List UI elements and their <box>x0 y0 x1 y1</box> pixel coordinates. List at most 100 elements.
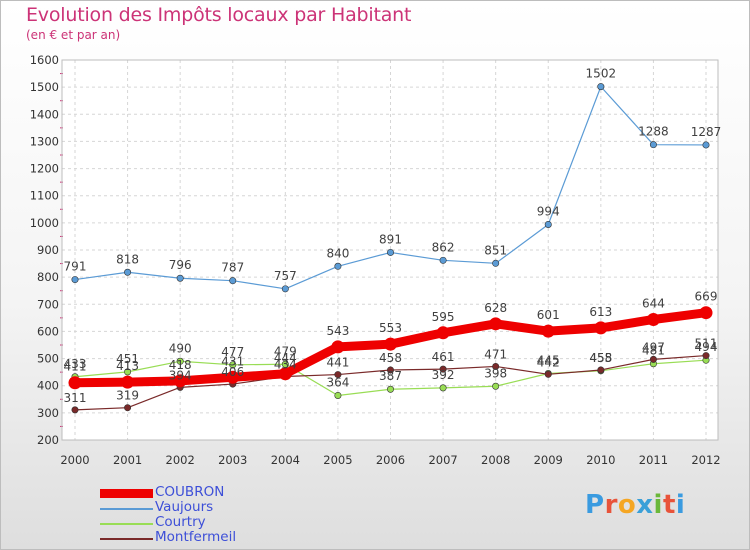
x-tick-label: 2011 <box>639 453 668 467</box>
data-labels: 791 818 796 787 757 840 891 862 851 994 1502 1288 12… <box>64 67 722 405</box>
data-point-coubron <box>121 375 135 389</box>
data-point-vaujours <box>597 83 605 91</box>
data-label-coubron: 628 <box>484 301 507 315</box>
data-point-vaujours <box>71 276 79 284</box>
data-label-montfermeil: 434 <box>274 357 297 371</box>
y-tick-label: 200 <box>37 433 59 447</box>
y-tick-label: 1200 <box>30 162 59 176</box>
series-lines <box>68 83 713 414</box>
x-tick-label: 2005 <box>323 453 352 467</box>
data-point-coubron <box>646 312 660 326</box>
data-point-coubron <box>594 321 608 335</box>
y-tick-label: 900 <box>37 243 59 257</box>
data-label-coubron: 543 <box>326 324 349 338</box>
data-label-coubron: 411 <box>64 360 87 374</box>
data-label-montfermeil: 406 <box>221 365 244 379</box>
data-label-courtry: 479 <box>274 344 297 358</box>
legend-label: COUBRON <box>155 484 225 500</box>
data-label-courtry: 398 <box>484 366 507 380</box>
data-point-courtry <box>124 368 132 376</box>
data-label-montfermeil: 471 <box>484 347 507 361</box>
data-point-vaujours <box>702 141 710 149</box>
data-label-vaujours: 787 <box>221 261 244 275</box>
data-label-coubron: 553 <box>379 321 402 335</box>
data-label-montfermeil: 441 <box>326 356 349 370</box>
data-point-vaujours <box>544 220 552 228</box>
y-tick-label: 1600 <box>30 53 59 67</box>
data-label-vaujours: 840 <box>326 246 349 260</box>
y-tick-label: 1000 <box>30 216 59 230</box>
legend-label: Vaujours <box>155 499 214 515</box>
data-point-montfermeil <box>597 366 605 374</box>
legend-swatch <box>100 538 153 540</box>
data-point-vaujours <box>439 256 447 264</box>
data-label-vaujours: 891 <box>379 232 402 246</box>
data-point-montfermeil <box>544 370 552 378</box>
x-tick-label: 2006 <box>376 453 405 467</box>
data-point-montfermeil <box>71 406 79 414</box>
data-label-courtry: 477 <box>221 345 244 359</box>
data-point-vaujours <box>386 248 394 256</box>
y-tick-label: 400 <box>37 379 59 393</box>
data-point-coubron <box>384 337 397 351</box>
chart-subtitle: (en € et par an) <box>26 28 121 42</box>
y-tick-label: 300 <box>37 406 59 420</box>
y-tick-label: 1300 <box>30 134 59 148</box>
data-point-montfermeil <box>124 404 132 412</box>
data-label-vaujours: 994 <box>537 204 560 218</box>
data-point-vaujours <box>649 141 657 149</box>
axis-frame <box>61 59 719 441</box>
y-tick-label: 700 <box>37 297 59 311</box>
data-point-vaujours <box>492 259 500 267</box>
data-label-courtry: 451 <box>116 352 139 366</box>
legend-label: Courtry <box>155 514 206 530</box>
logo-letter: i <box>675 490 686 520</box>
data-point-courtry <box>492 382 500 390</box>
x-tick-label: 2012 <box>691 453 720 467</box>
data-label-vaujours: 1287 <box>691 125 722 139</box>
data-point-montfermeil <box>702 352 710 360</box>
data-label-montfermeil: 511 <box>695 337 718 351</box>
data-label-courtry: 490 <box>169 341 192 355</box>
data-point-courtry <box>334 391 342 399</box>
x-tick-label: 2001 <box>113 453 142 467</box>
data-point-coubron <box>699 306 713 320</box>
y-tick-label: 500 <box>37 352 59 366</box>
chart-title: Evolution des Impôts locaux par Habitant <box>26 4 412 26</box>
chart-axes: 200 300 400 500 600 700 800 900 1000 1100 1200 1300… <box>30 53 721 467</box>
y-tick-label: 600 <box>37 324 59 338</box>
data-label-courtry: 481 <box>642 344 665 358</box>
x-tick-label: 2004 <box>271 453 300 467</box>
data-point-vaujours <box>281 285 289 293</box>
data-label-montfermeil: 394 <box>169 368 192 382</box>
x-tick-label: 2010 <box>586 453 615 467</box>
data-point-coubron <box>68 376 82 390</box>
data-point-courtry <box>229 361 237 369</box>
y-tick-label: 1500 <box>30 80 59 94</box>
y-tick-label: 1400 <box>30 107 59 121</box>
data-label-courtry: 392 <box>432 368 455 382</box>
data-label-vaujours: 862 <box>432 240 455 254</box>
data-label-courtry: 494 <box>695 340 718 354</box>
data-point-courtry <box>176 357 184 365</box>
data-point-vaujours <box>334 262 342 270</box>
data-point-vaujours <box>176 274 184 282</box>
data-label-courtry: 455 <box>589 351 612 365</box>
data-point-courtry <box>439 384 447 392</box>
x-tick-label: 2003 <box>218 453 247 467</box>
data-label-montfermeil: 319 <box>116 389 139 403</box>
data-point-coubron <box>331 340 345 354</box>
data-label-montfermeil: 442 <box>537 355 560 369</box>
logo-letter: t <box>662 490 676 520</box>
logo-letter: i <box>653 490 663 520</box>
data-point-montfermeil <box>649 355 657 363</box>
logo-letter: r <box>604 490 618 520</box>
data-label-coubron: 644 <box>642 296 665 310</box>
data-label-courtry: 433 <box>64 357 87 371</box>
data-label-montfermeil: 311 <box>64 391 87 405</box>
legend-swatch <box>100 508 153 510</box>
data-label-vaujours: 851 <box>484 243 507 257</box>
x-tick-label: 2009 <box>534 453 563 467</box>
data-label-courtry: 445 <box>537 354 560 368</box>
